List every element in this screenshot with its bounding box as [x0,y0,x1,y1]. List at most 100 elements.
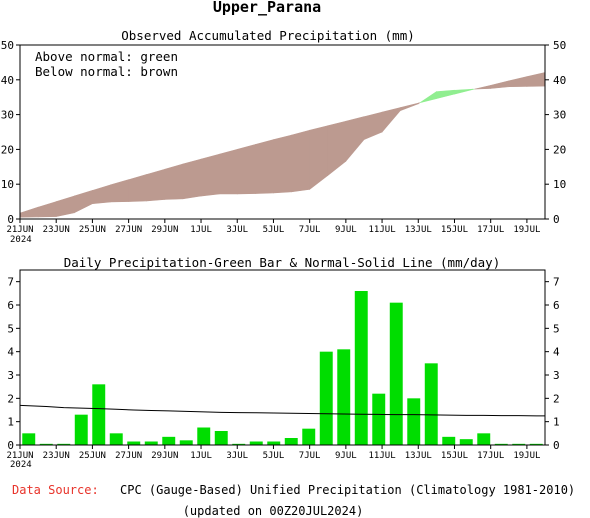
daily-precip-bar [529,443,543,445]
below-normal-area [327,120,347,177]
daily-precip-bar [284,438,298,445]
below-normal-area [508,76,528,88]
daily-precip-bar [302,428,316,445]
below-normal-area [309,125,329,191]
y-tick-label-left: 2 [7,392,14,405]
below-normal-area [55,195,75,217]
above-normal-area [419,91,437,103]
x-tick-label: 7JUL [299,451,321,461]
annotation-below-normal: Below normal: brown [35,64,178,79]
accumulated-x-axis: 21JUN 23JUN 25JUN 27JUN 29JUN 1JUL 3JUL 5JUL 7JU… [6,219,540,235]
below-normal-area [146,168,166,202]
daily-precip-bar [197,427,211,445]
y-tick-label-left: 10 [1,178,14,191]
daily-precip-bar [109,433,123,445]
y-tick-label-left: 1 [7,416,14,429]
daily-precip-bar [232,443,246,445]
y-tick-label-left: 20 [1,143,14,156]
below-normal-area [417,102,421,105]
x-tick-label: 13JUL [405,225,432,235]
daily-precip-bar [22,433,36,445]
y-tick-label-right: 5 [553,322,560,335]
y-tick-label-left: 50 [1,39,14,52]
daily-precip-bar [144,441,158,445]
figure-title: Upper_Parana [213,0,321,16]
x-tick-label: 11JUL [369,451,396,461]
y-tick-label-left: 40 [1,74,14,87]
x-tick-label: 27JUN [115,451,142,461]
below-normal-area [200,153,220,197]
anomaly-fill-group [19,72,546,218]
x-tick-label: 29JUN [151,451,178,461]
y-tick-label-left: 7 [7,276,14,289]
y-tick-label-right: 3 [553,369,560,382]
y-tick-label-right: 0 [553,439,560,452]
daily-precip-bar [442,436,456,445]
y-tick-label-right: 1 [553,416,560,429]
daily-chart-title: Daily Precipitation-Green Bar & Normal-S… [64,255,501,270]
daily-bars-group [22,291,543,445]
below-normal-area [92,184,111,205]
below-normal-area [182,158,202,200]
y-tick-label-right: 30 [553,109,566,122]
y-tick-label-left: 0 [7,439,14,452]
x-tick-label: 17JUL [477,225,504,235]
accumulated-precip-panel: Observed Accumulated Precipitation (mm) … [1,28,567,245]
below-normal-area [363,111,383,141]
daily-precip-bar [372,393,386,445]
y-tick-label-right: 0 [553,213,560,226]
x-tick-label: 23JUN [43,451,70,461]
y-tick-label-left: 4 [7,346,14,359]
daily-precip-bar [57,443,71,445]
daily-precip-bar [92,384,106,445]
daily-precip-bar [354,291,368,445]
x-tick-label: 9JUL [335,225,357,235]
normal-precip-line [19,404,545,417]
below-normal-area [399,102,419,112]
y-tick-label-right: 10 [553,178,566,191]
daily-plot-frame [19,269,546,446]
x-tick-label: 21JUN [6,225,33,235]
daily-precip-bar [162,436,176,445]
x-tick-label: 17JUL [477,451,504,461]
x-tick-label: 9JUL [335,451,357,461]
below-normal-area [37,201,57,218]
daily-precip-bar [319,351,333,445]
daily-precip-bar [424,363,438,445]
x-tick-label: 3JUL [226,451,248,461]
x-tick-label: 15JUL [441,451,468,461]
y-tick-label-right: 40 [553,74,566,87]
y-tick-label-right: 6 [553,299,560,312]
x-tick-label: 1JUL [190,225,212,235]
y-tick-label-left: 0 [7,213,14,226]
daily-precip-bar [39,443,53,445]
above-normal-area [454,88,473,95]
y-tick-label-right: 4 [553,346,560,359]
below-normal-area [291,129,310,193]
y-tick-label-left: 30 [1,109,14,122]
x-tick-label: 1JUL [190,451,212,461]
daily-x-axis: 21JUN 23JUN 25JUN 27JUN 29JUN 1JUL 3JUL 5JUL 7JU… [6,445,540,461]
below-normal-area [381,107,401,133]
daily-precip-bar [512,443,526,445]
accumulated-plot-frame [19,44,546,220]
below-normal-area [273,134,292,194]
data-source-text: CPC (Gauge-Based) Unified Precipitation … [120,483,575,497]
x-tick-label: 25JUN [79,451,106,461]
daily-precip-panel: Daily Precipitation-Green Bar & Normal-S… [6,255,560,470]
x-tick-label: 19JUL [513,451,540,461]
x-tick-label: 11JUL [369,225,396,235]
daily-precip-bar [477,433,491,445]
below-normal-area [74,190,93,214]
below-normal-area [164,163,184,200]
x-tick-label: 7JUL [299,225,321,235]
daily-precip-bar [179,440,193,445]
below-normal-area [474,84,491,90]
x-tick-label: 3JUL [226,225,248,235]
accumulated-y-axis: 0 0 10 10 20 20 30 30 40 40 50 50 [1,39,567,226]
x-tick-label: 29JUN [151,225,178,235]
x-tick-label: 13JUL [405,451,432,461]
y-tick-label-left: 6 [7,299,14,312]
daily-precip-bar [214,431,228,445]
below-normal-area [345,116,365,163]
